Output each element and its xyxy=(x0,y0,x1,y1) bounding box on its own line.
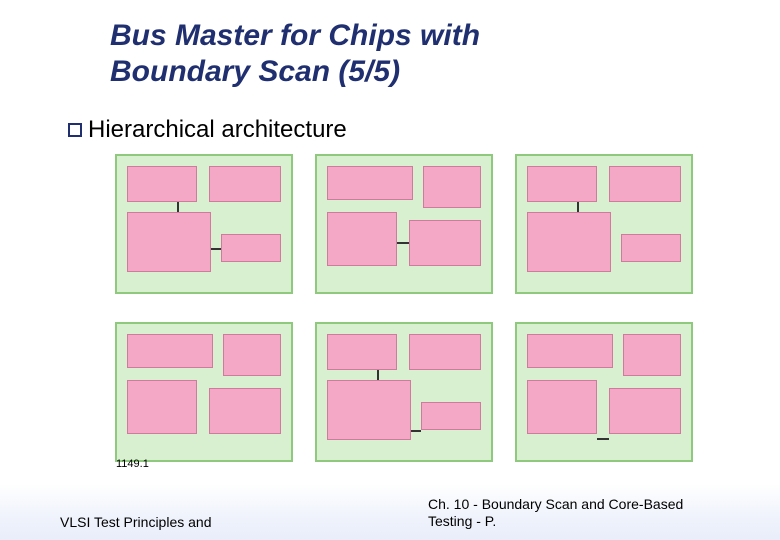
core-block xyxy=(127,334,213,368)
core-block xyxy=(127,212,211,272)
core-block xyxy=(527,334,613,368)
core-block xyxy=(609,388,681,434)
connector-line xyxy=(211,248,221,250)
connector-line xyxy=(577,202,579,212)
footer-left: VLSI Test Principles and xyxy=(60,514,212,530)
core-block xyxy=(209,166,281,202)
footer-right: Ch. 10 - Boundary Scan and Core-Based Te… xyxy=(428,496,683,530)
connector-line xyxy=(177,202,179,212)
core-block xyxy=(223,334,281,376)
core-block xyxy=(527,380,597,434)
connector-line xyxy=(597,438,609,440)
core-block xyxy=(127,380,197,434)
core-block xyxy=(623,334,681,376)
core-block xyxy=(327,166,413,200)
core-block xyxy=(327,212,397,266)
core-block xyxy=(621,234,681,262)
connector-line xyxy=(377,370,379,380)
bullet-text: Hierarchical architecture xyxy=(88,116,347,144)
square-bullet-icon xyxy=(68,123,82,137)
core-block xyxy=(527,212,611,272)
ieee-label: 1149.1 xyxy=(116,458,149,470)
core-block xyxy=(327,334,397,370)
core-block xyxy=(409,220,481,266)
title-line2: Boundary Scan (5/5) xyxy=(110,55,400,88)
bullet-row: Hierarchical architecture xyxy=(68,116,347,144)
chip-panel xyxy=(315,322,493,462)
core-block xyxy=(209,388,281,434)
core-block xyxy=(127,166,197,202)
connector-line xyxy=(411,430,421,432)
connector-line xyxy=(397,242,409,244)
slide-title: Bus Master for Chips with Boundary Scan … xyxy=(110,18,480,90)
chip-panel xyxy=(115,154,293,294)
core-block xyxy=(527,166,597,202)
core-block xyxy=(327,380,411,440)
chip-panel xyxy=(515,322,693,462)
core-block xyxy=(409,334,481,370)
footer-right-line1: Ch. 10 - Boundary Scan and Core-Based xyxy=(428,496,683,512)
chip-panel xyxy=(315,154,493,294)
core-block xyxy=(423,166,481,208)
chip-grid xyxy=(115,154,693,462)
core-block xyxy=(421,402,481,430)
core-block xyxy=(609,166,681,202)
core-block xyxy=(221,234,281,262)
footer-right-line2: Testing - P. xyxy=(428,513,496,529)
chip-panel xyxy=(115,322,293,462)
title-line1: Bus Master for Chips with xyxy=(110,19,480,52)
chip-panel xyxy=(515,154,693,294)
